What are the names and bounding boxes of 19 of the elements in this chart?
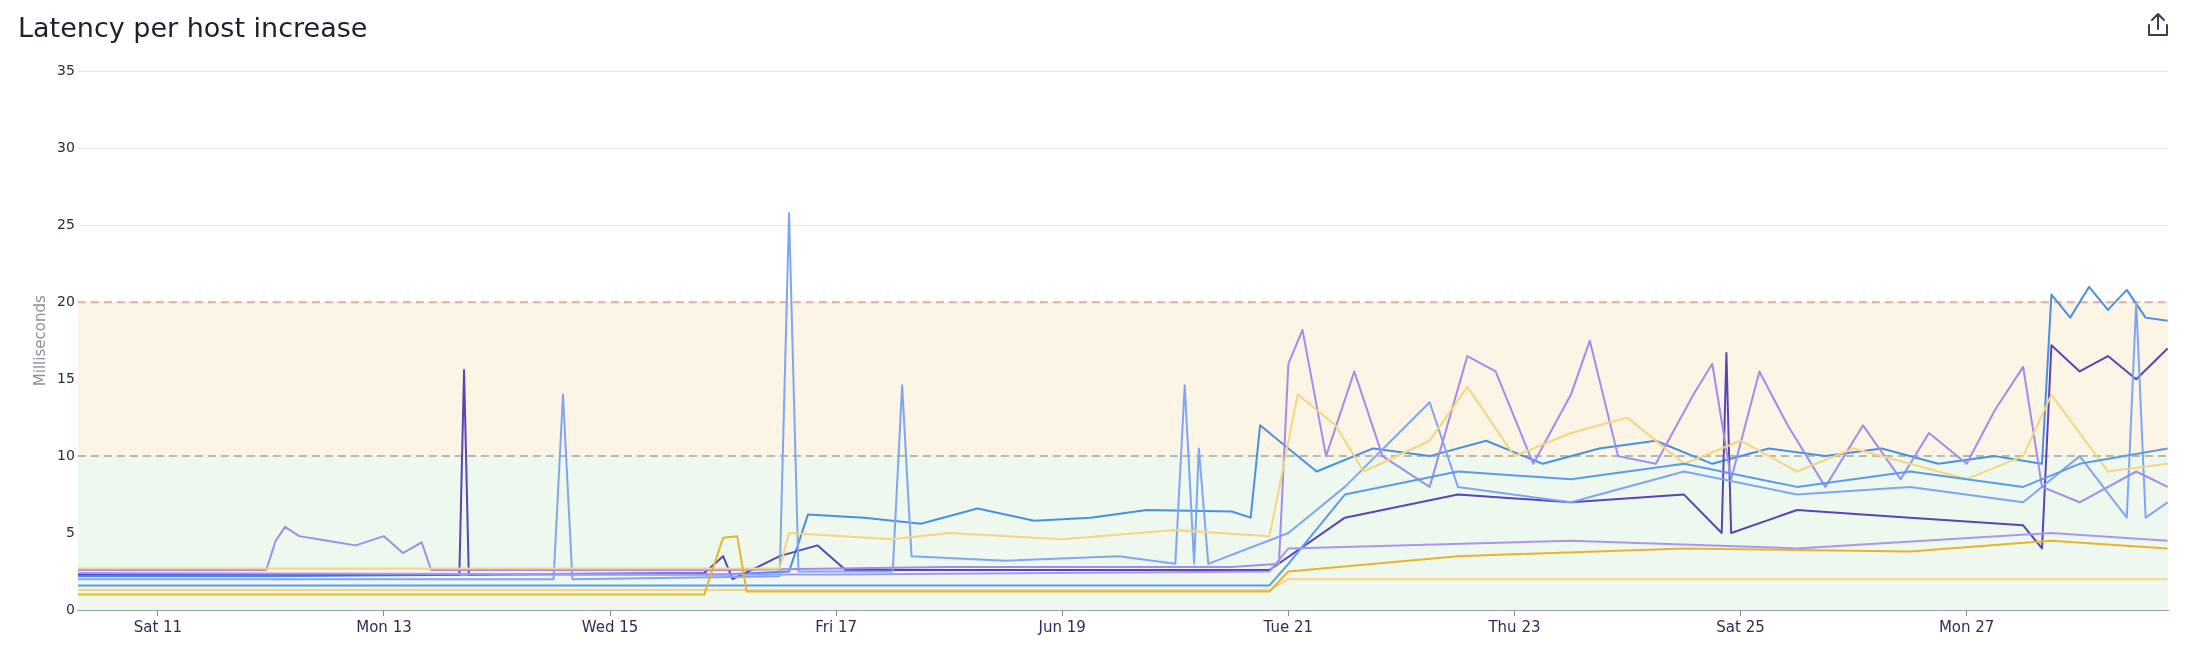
x-tick-label: Tue 21	[1262, 617, 1314, 636]
x-tick-label: Mon 27	[1938, 617, 1995, 636]
y-axis-title: Milliseconds	[30, 295, 49, 387]
x-tick-label: Thu 23	[1487, 617, 1541, 636]
y-tick-label: 0	[65, 600, 75, 617]
y-tick-label: 25	[56, 215, 75, 232]
y-tick-label: 5	[65, 523, 75, 540]
chart-title: Latency per host increase	[18, 12, 368, 43]
y-tick-label: 30	[56, 138, 75, 155]
y-tick-label: 10	[56, 446, 75, 463]
x-tick-label: Mon 13	[356, 617, 412, 636]
y-tick-label: 35	[56, 62, 75, 79]
y-tick-label: 20	[56, 292, 75, 309]
x-tick-label: Fri 17	[815, 617, 858, 636]
x-tick-label: Jun 19	[1037, 617, 1086, 636]
y-tick-label: 15	[56, 369, 75, 386]
x-tick-label: Sat 25	[1716, 617, 1765, 636]
x-tick-label: Wed 15	[581, 617, 639, 636]
x-tick-label: Sat 11	[133, 617, 183, 636]
